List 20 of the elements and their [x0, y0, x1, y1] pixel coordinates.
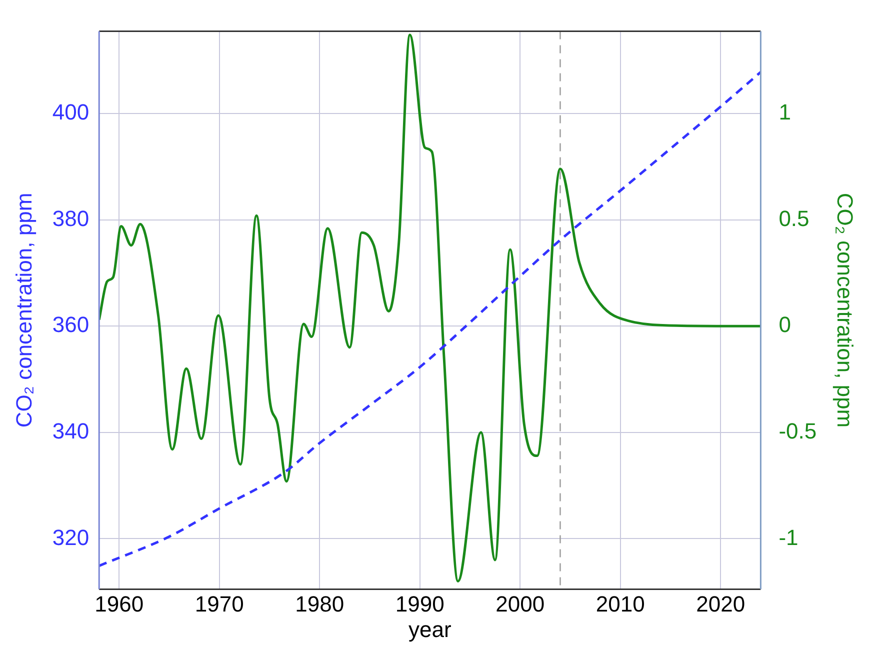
- y2-tick-label: 1: [778, 100, 791, 125]
- y-axis-title: CO₂ concentration, ppm: [11, 192, 36, 428]
- x-tick-label: 1990: [395, 591, 444, 616]
- y2-tick-label: -0.5: [778, 418, 817, 444]
- y-tick-label: 340: [52, 418, 90, 444]
- y2-tick-label: 0.5: [778, 206, 810, 231]
- x-tick-label: 2000: [496, 591, 545, 616]
- x-tick-label: 1960: [94, 591, 144, 616]
- y2-tick-label: -1: [778, 524, 798, 550]
- x-axis-title: year: [408, 616, 452, 642]
- x-tick-label: 2020: [696, 591, 746, 616]
- y2-tick-label: 0: [778, 312, 791, 338]
- y-tick-label: 400: [52, 100, 90, 125]
- y-tick-label: 380: [52, 206, 90, 231]
- y-tick-label: 360: [52, 312, 90, 338]
- x-tick-label: 2010: [596, 591, 645, 616]
- x-tick-label: 1980: [295, 591, 344, 616]
- x-tick-label: 1970: [194, 591, 244, 616]
- y2-axis-title: CO₂ concentration, ppm: [832, 192, 858, 428]
- y-tick-label: 320: [52, 524, 90, 550]
